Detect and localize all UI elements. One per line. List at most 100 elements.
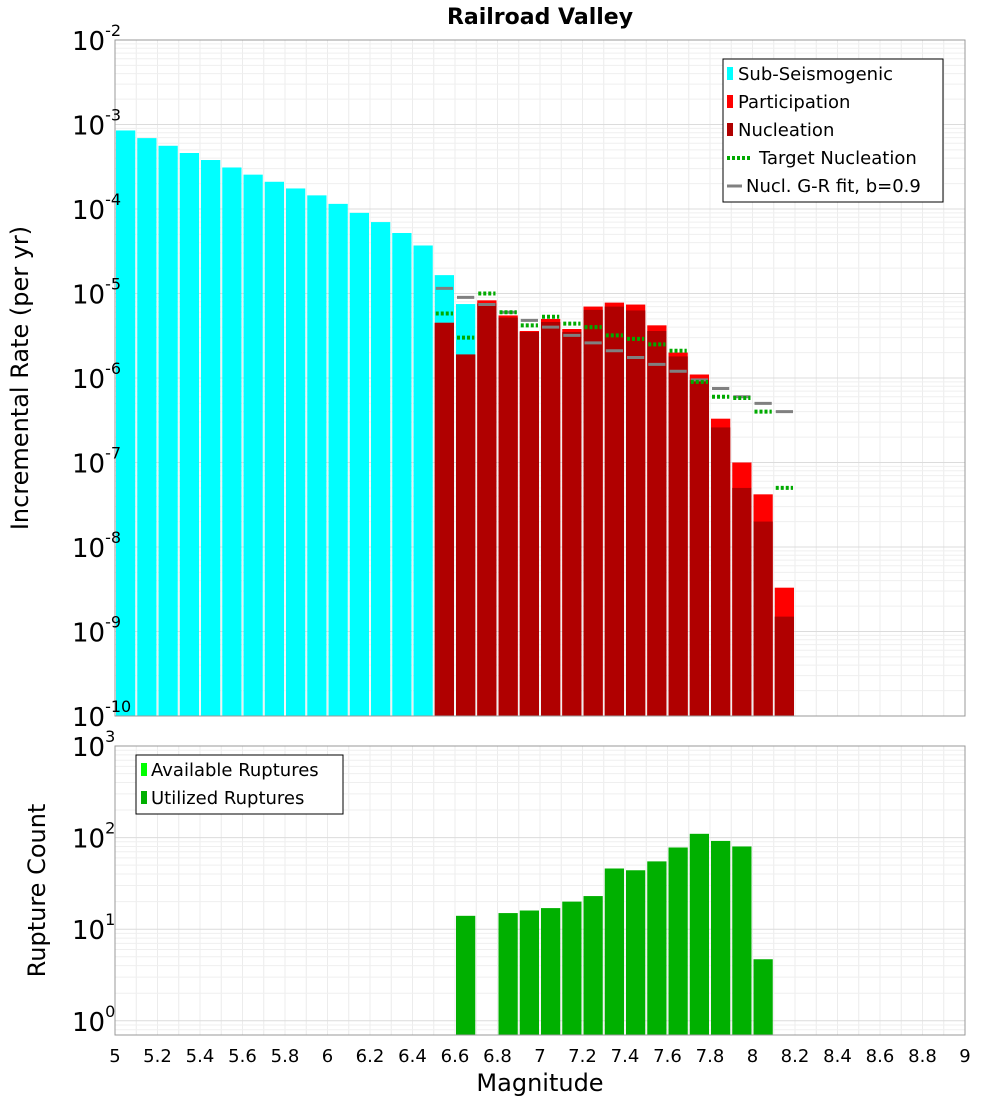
sub-seismogenic-bar <box>158 145 178 717</box>
y-tick-exponent: 0 <box>105 1002 115 1021</box>
utilized-ruptures-bar <box>604 868 624 1035</box>
y-tick-label: 101 <box>72 910 115 946</box>
chart-title: Railroad Valley <box>447 5 633 30</box>
y-tick-base: 10 <box>72 196 105 226</box>
y-tick-base: 10 <box>72 1008 105 1038</box>
y-tick-exponent: 2 <box>105 819 115 838</box>
utilized-ruptures-bar <box>668 847 688 1035</box>
nucleation-bar <box>434 322 454 716</box>
x-tick-label: 8.6 <box>866 1046 895 1067</box>
sub-seismogenic-bar <box>222 167 242 717</box>
nucleation-bar <box>604 306 624 716</box>
x-tick-label: 6 <box>322 1046 333 1067</box>
y-tick-label: 10-7 <box>72 444 121 480</box>
sub-seismogenic-bar <box>328 203 348 716</box>
y-tick-exponent: -7 <box>105 444 121 463</box>
y-tick-base: 10 <box>72 619 105 649</box>
bottom-chart-border <box>114 745 966 1036</box>
y-tick-exponent: -10 <box>105 697 131 716</box>
utilized-ruptures-bar <box>562 901 582 1035</box>
utilized-ruptures-bar <box>626 870 646 1035</box>
nucleation-bar <box>753 521 773 716</box>
nucleation-bar <box>477 303 497 716</box>
sub-seismogenic-bar <box>116 130 136 716</box>
legend-swatch <box>727 123 733 136</box>
legend-label: Sub-Seismogenic <box>738 64 893 85</box>
x-tick-label: 5.6 <box>228 1046 257 1067</box>
y-tick-label: 100 <box>72 1002 115 1038</box>
legend-label: Nucl. G-R fit, b=0.9 <box>746 176 921 197</box>
y-tick-exponent: -8 <box>105 528 121 547</box>
bottom-chart-bars <box>456 833 773 1035</box>
y-tick-base: 10 <box>72 281 105 311</box>
y-tick-label: 103 <box>72 727 115 763</box>
nucleation-bar <box>456 354 476 716</box>
x-tick-label: 6.8 <box>483 1046 512 1067</box>
legend-box <box>722 58 944 203</box>
y-tick-label: 10-4 <box>72 190 121 226</box>
legend-label: Participation <box>738 92 850 113</box>
top-chart-border <box>114 39 966 717</box>
y-tick-label: 10-2 <box>72 21 121 57</box>
utilized-ruptures-bar <box>689 833 709 1035</box>
x-tick-label: 5.4 <box>186 1046 215 1067</box>
sub-seismogenic-bar <box>179 152 199 717</box>
utilized-ruptures-bar <box>498 913 518 1035</box>
y-tick-exponent: -2 <box>105 21 121 40</box>
sub-seismogenic-bar <box>201 160 221 716</box>
y-tick-base: 10 <box>72 450 105 480</box>
x-tick-label: 7.6 <box>653 1046 682 1067</box>
y-tick-label: 10-5 <box>72 275 121 311</box>
legend-label: Nucleation <box>738 120 834 141</box>
nucleation-bar <box>498 317 518 716</box>
sub-seismogenic-bar <box>392 232 412 716</box>
sub-seismogenic-bar <box>307 195 327 717</box>
utilized-ruptures-bar <box>541 908 561 1035</box>
x-tick-label: 7 <box>534 1046 545 1067</box>
x-axis-label: Magnitude <box>476 1069 603 1097</box>
x-tick-label: 7.8 <box>696 1046 725 1067</box>
x-tick-label: 6.4 <box>398 1046 427 1067</box>
x-tick-label: 5 <box>109 1046 120 1067</box>
bottom-chart-legend: Available Ruptures Utilized Ruptures <box>135 754 344 815</box>
y-tick-exponent: 1 <box>105 910 115 929</box>
top-chart-y-axis-label: Incremental Rate (per yr) <box>6 226 34 530</box>
x-tick-label: 8.2 <box>781 1046 810 1067</box>
y-tick-label: 10-10 <box>72 697 131 733</box>
y-tick-exponent: -9 <box>105 613 121 632</box>
legend-box <box>135 754 344 815</box>
y-tick-base: 10 <box>72 825 105 855</box>
legend-swatch <box>141 763 147 776</box>
nucleation-bar <box>626 310 646 716</box>
y-tick-exponent: 3 <box>105 727 115 746</box>
utilized-ruptures-bar <box>732 846 752 1035</box>
y-tick-base: 10 <box>72 733 105 763</box>
legend-label: Utilized Ruptures <box>151 788 304 809</box>
nucleation-bar <box>519 332 539 716</box>
sub-seismogenic-bar <box>349 212 369 716</box>
utilized-ruptures-bar <box>753 959 773 1035</box>
x-tick-label: 7.2 <box>568 1046 597 1067</box>
nucleation-bar <box>732 487 752 716</box>
x-tick-label: 9 <box>959 1046 970 1067</box>
y-tick-base: 10 <box>72 703 105 733</box>
sub-seismogenic-bar <box>264 181 284 717</box>
top-chart-legend: Sub-Seismogenic Participation Nucleation Ta… <box>722 58 944 203</box>
gr-fit-series <box>435 286 793 414</box>
nucleation-bar <box>541 321 561 716</box>
target-nucleation-series <box>435 291 793 490</box>
legend-swatch <box>141 791 147 804</box>
nucleation-bar <box>583 309 603 716</box>
nucleation-bar <box>647 330 667 716</box>
legend-label: Available Ruptures <box>151 760 319 781</box>
nucleation-bar <box>689 379 709 716</box>
y-tick-exponent: -3 <box>105 106 121 125</box>
x-tick-label: 6.2 <box>356 1046 385 1067</box>
x-tick-label: 6.6 <box>441 1046 470 1067</box>
bottom-chart-y-axis-label: Rupture Count <box>23 804 51 978</box>
y-tick-base: 10 <box>72 534 105 564</box>
